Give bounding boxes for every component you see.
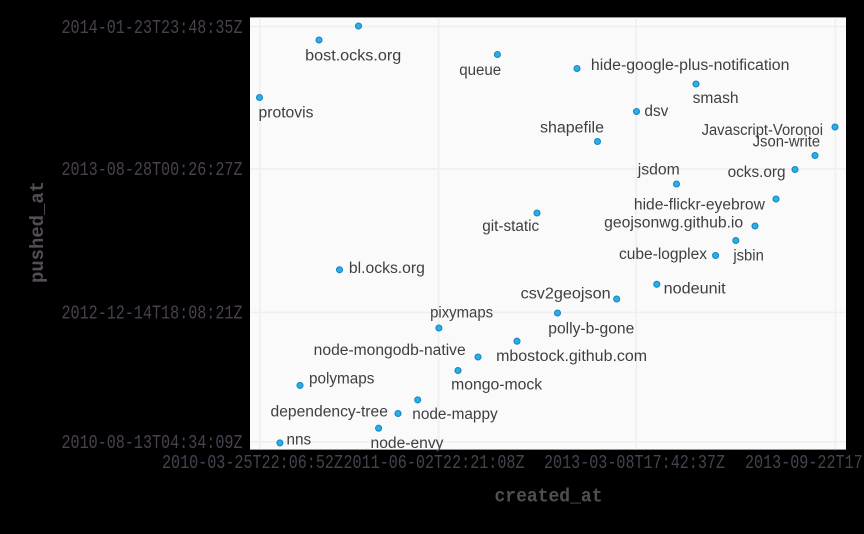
svg-text:2010-08-13T04:34:09Z: 2010-08-13T04:34:09Z (62, 432, 243, 454)
svg-text:mbostock.github.com: mbostock.github.com (496, 348, 647, 365)
svg-text:node-mongodb-native: node-mongodb-native (314, 342, 466, 359)
svg-text:Json-write: Json-write (753, 134, 821, 151)
svg-text:node-mappy: node-mappy (412, 406, 498, 423)
svg-text:2013-09-22T17:42:37Z: 2013-09-22T17:42:37Z (745, 452, 864, 474)
svg-text:bost.ocks.org: bost.ocks.org (305, 48, 401, 65)
svg-text:jsbin: jsbin (732, 247, 763, 264)
svg-text:protovis: protovis (259, 104, 314, 121)
svg-text:created_at: created_at (495, 486, 603, 508)
svg-text:dsv: dsv (644, 103, 668, 120)
svg-text:git-static: git-static (482, 218, 539, 235)
svg-text:2011-06-02T22:21:08Z: 2011-06-02T22:21:08Z (344, 452, 525, 474)
svg-text:pixymaps: pixymaps (430, 305, 493, 322)
svg-text:geojsonwg.github.io: geojsonwg.github.io (604, 214, 743, 231)
svg-text:smash: smash (693, 90, 739, 107)
svg-text:mongo-mock: mongo-mock (451, 377, 542, 394)
svg-text:ocks.org: ocks.org (728, 164, 786, 181)
svg-text:polly-b-gone: polly-b-gone (548, 321, 634, 338)
svg-text:nodeunit: nodeunit (664, 281, 727, 298)
svg-text:2010-03-25T22:06:52Z: 2010-03-25T22:06:52Z (162, 452, 343, 474)
svg-text:polymaps: polymaps (309, 371, 375, 388)
svg-text:Javascript-Voronoi: Javascript-Voronoi (702, 122, 823, 139)
svg-text:2013-08-28T00:26:27Z: 2013-08-28T00:26:27Z (62, 159, 243, 181)
svg-text:pushed_at: pushed_at (27, 181, 49, 283)
svg-text:hide-flickr-eyebrow: hide-flickr-eyebrow (634, 197, 766, 214)
svg-text:2013-03-08T17:42:37Z: 2013-03-08T17:42:37Z (544, 452, 725, 474)
svg-text:cube-logplex: cube-logplex (619, 246, 707, 263)
svg-text:csv2geojson: csv2geojson (521, 286, 611, 303)
svg-text:jsdom: jsdom (637, 161, 680, 178)
svg-text:bl.ocks.org: bl.ocks.org (349, 260, 425, 277)
svg-text:2014-01-23T23:48:35Z: 2014-01-23T23:48:35Z (62, 17, 243, 39)
svg-text:shapefile: shapefile (540, 120, 604, 137)
svg-text:hide-google-plus-notification: hide-google-plus-notification (591, 57, 790, 74)
svg-text:dependency-tree: dependency-tree (271, 403, 388, 420)
svg-text:queue: queue (459, 62, 501, 79)
svg-text:nns: nns (286, 431, 311, 448)
svg-text:node-envy: node-envy (371, 435, 444, 452)
svg-text:2012-12-14T18:08:21Z: 2012-12-14T18:08:21Z (62, 303, 243, 325)
